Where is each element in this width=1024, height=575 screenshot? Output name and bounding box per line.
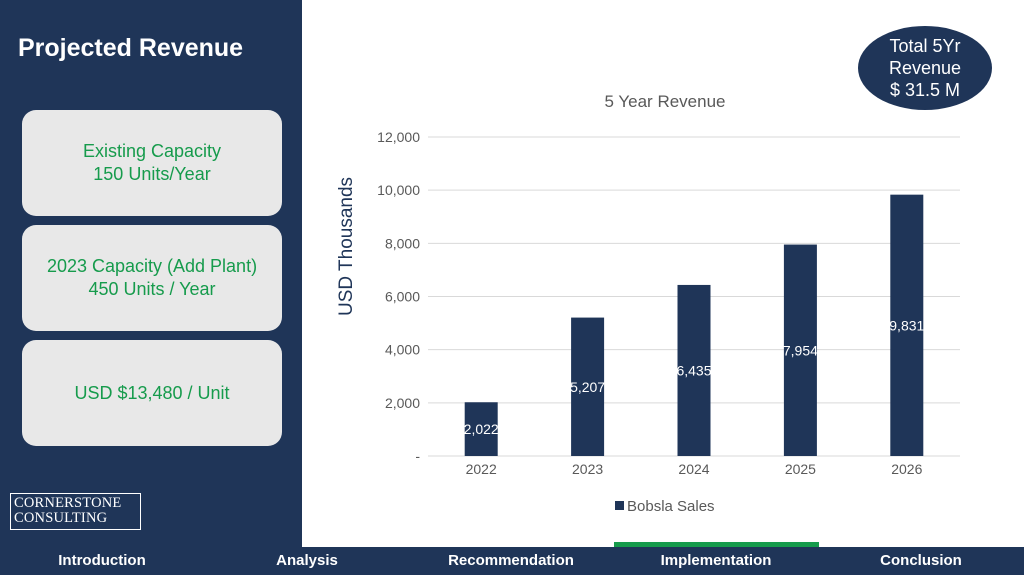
bar <box>677 284 711 456</box>
legend-swatch <box>615 501 624 510</box>
bar <box>571 317 605 456</box>
chart-title: 5 Year Revenue <box>605 92 726 111</box>
card-line: 450 Units / Year <box>88 279 216 299</box>
nav-active-indicator <box>614 542 819 548</box>
card-line: USD $13,480 / Unit <box>74 382 230 403</box>
x-tick-label: 2026 <box>891 461 922 477</box>
logo-line: CONSULTING <box>14 510 108 526</box>
y-tick-label: 6,000 <box>385 289 420 305</box>
nav-implementation[interactable]: Implementation <box>660 552 772 569</box>
x-tick-label: 2025 <box>785 461 816 477</box>
y-tick-label: 2,000 <box>385 395 420 411</box>
logo-line: CORNERSTONE <box>14 495 122 511</box>
sidebar: Projected Revenue Existing Capacity 150 … <box>0 0 302 547</box>
capacity-card-existing: Existing Capacity 150 Units/Year <box>22 110 282 216</box>
x-tick-label: 2023 <box>572 461 603 477</box>
card-line: 2023 Capacity (Add Plant) <box>46 256 258 276</box>
bar-data-label: 9,831 <box>889 317 924 333</box>
card-line: 150 Units/Year <box>93 164 211 184</box>
y-tick-label: - <box>415 448 420 464</box>
company-logo: CORNERSTONE CONSULTING <box>10 493 141 530</box>
badge-line: $ 31.5 M <box>889 80 961 100</box>
bar <box>890 194 924 456</box>
bar <box>464 402 498 456</box>
page-title: Projected Revenue <box>18 34 244 62</box>
badge-line: Revenue <box>888 58 962 78</box>
unit-price-card: USD $13,480 / Unit <box>22 340 282 446</box>
x-tick-label: 2024 <box>678 461 709 477</box>
bar-data-label: 2,022 <box>464 421 499 437</box>
nav-analysis[interactable]: Analysis <box>276 552 338 569</box>
bar <box>783 244 817 456</box>
y-tick-label: 4,000 <box>385 342 420 358</box>
revenue-bar-chart: 5 Year Revenue USD Thousands - 2,000 4,000 6,… <box>336 92 960 515</box>
y-axis-label: USD Thousands <box>336 177 357 316</box>
total-revenue-badge: Total 5Yr Revenue $ 31.5 M <box>858 26 992 110</box>
y-tick-label: 10,000 <box>377 182 420 198</box>
card-line: Existing Capacity <box>82 141 222 161</box>
capacity-card-2023: 2023 Capacity (Add Plant) 450 Units / Ye… <box>22 225 282 331</box>
x-tick-label: 2022 <box>466 461 497 477</box>
nav-introduction[interactable]: Introduction <box>58 552 146 569</box>
y-tick-label: 8,000 <box>385 235 420 251</box>
nav-recommendation[interactable]: Recommendation <box>448 552 574 569</box>
bar-data-label: 7,954 <box>783 342 818 358</box>
legend-label: Bobsla Sales <box>627 498 715 515</box>
badge-line: Total 5Yr <box>889 36 961 56</box>
bar-data-label: 6,435 <box>676 362 711 378</box>
bar-data-label: 5,207 <box>570 379 605 395</box>
nav-conclusion[interactable]: Conclusion <box>880 552 962 569</box>
bottom-navigation: Introduction Analysis Recommendation Imp… <box>0 547 1024 575</box>
y-tick-label: 12,000 <box>377 129 420 145</box>
